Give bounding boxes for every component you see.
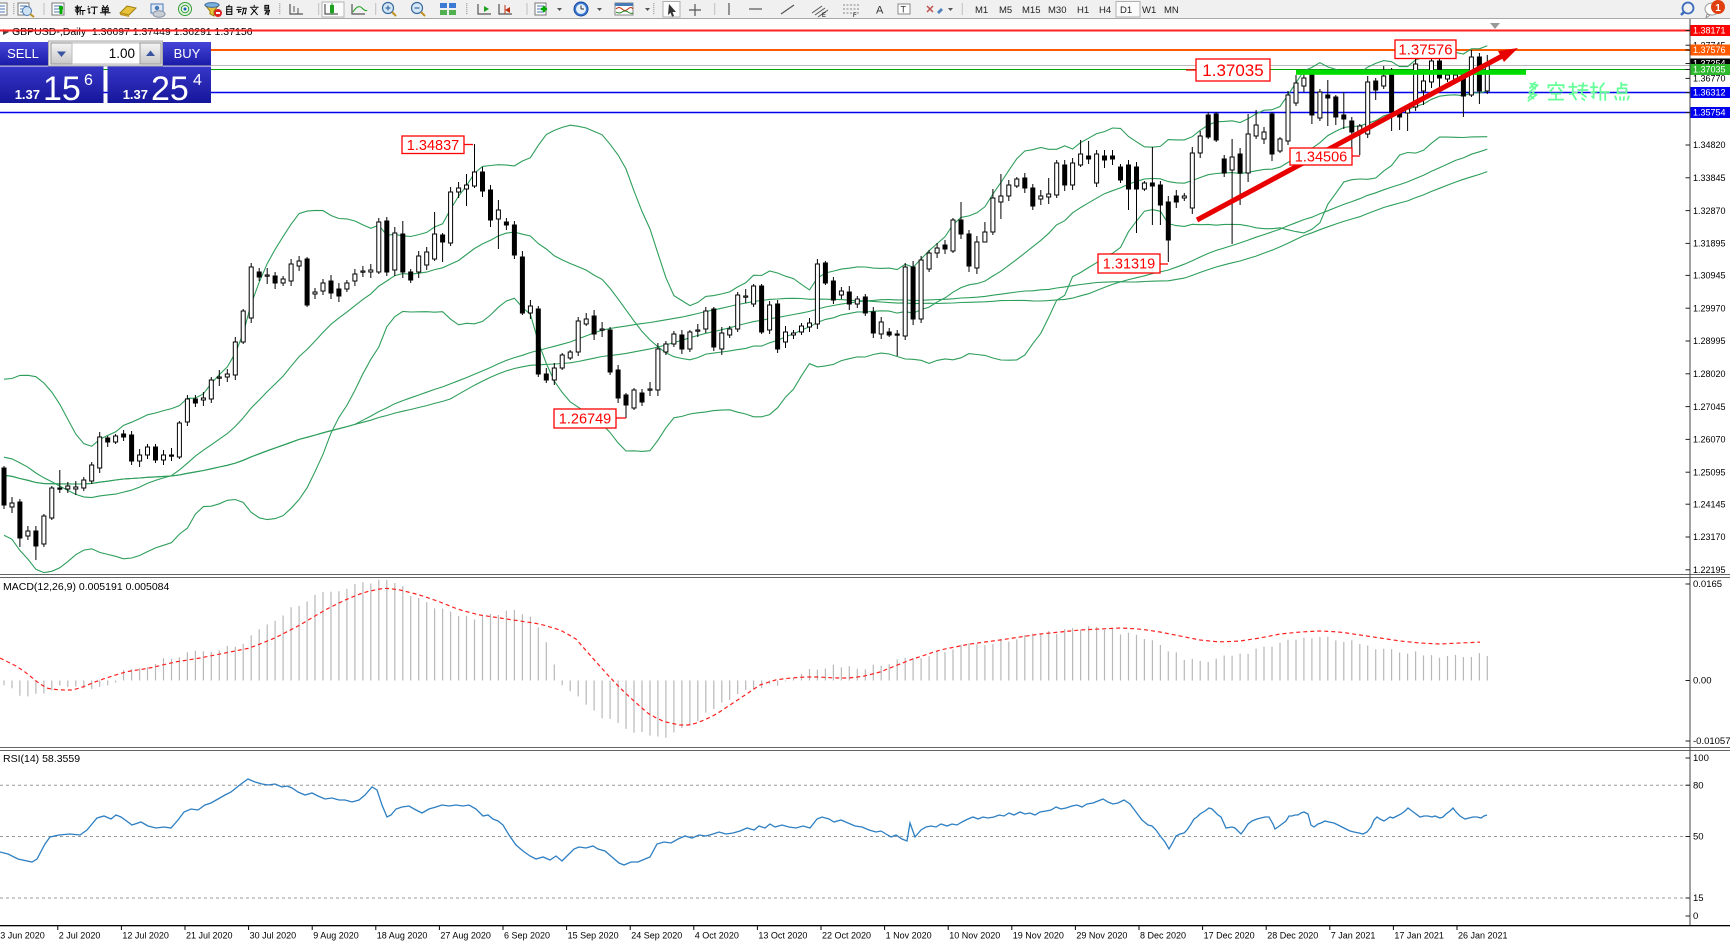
svg-text:100: 100 xyxy=(1693,753,1709,764)
svg-text:1.37035: 1.37035 xyxy=(1202,61,1263,80)
svg-text:7 Jan 2021: 7 Jan 2021 xyxy=(1331,931,1376,941)
svg-text:D1: D1 xyxy=(1120,5,1132,16)
svg-text:15: 15 xyxy=(1693,893,1704,904)
svg-text:A: A xyxy=(876,5,884,17)
svg-text:2 Jul 2020: 2 Jul 2020 xyxy=(59,931,101,941)
svg-text:4: 4 xyxy=(193,72,202,89)
svg-text:1: 1 xyxy=(1715,3,1721,14)
svg-text:RSI(14) 58.3559: RSI(14) 58.3559 xyxy=(3,753,80,765)
svg-text:22 Oct 2020: 22 Oct 2020 xyxy=(822,931,871,941)
svg-text:6 Sep 2020: 6 Sep 2020 xyxy=(504,931,550,941)
svg-text:1.32870: 1.32870 xyxy=(1693,206,1726,216)
svg-text:25: 25 xyxy=(151,70,189,108)
svg-text:1.00: 1.00 xyxy=(109,46,135,61)
svg-text:H4: H4 xyxy=(1099,5,1111,16)
svg-text:1.31895: 1.31895 xyxy=(1693,239,1726,249)
svg-text:0.00: 0.00 xyxy=(1693,676,1712,687)
svg-text:50: 50 xyxy=(1693,832,1704,843)
svg-text:23 Jun 2020: 23 Jun 2020 xyxy=(0,931,45,941)
svg-text:M30: M30 xyxy=(1048,5,1066,16)
svg-text:M1: M1 xyxy=(975,5,988,16)
svg-text:1.23170: 1.23170 xyxy=(1693,532,1726,542)
svg-text:26 Jan 2021: 26 Jan 2021 xyxy=(1458,931,1508,941)
svg-text:17 Jan 2021: 17 Jan 2021 xyxy=(1394,931,1444,941)
svg-text:M5: M5 xyxy=(999,5,1012,16)
svg-text:1.38171: 1.38171 xyxy=(1693,26,1726,36)
svg-text:1.36312: 1.36312 xyxy=(1693,88,1726,98)
svg-text:8 Dec 2020: 8 Dec 2020 xyxy=(1140,931,1186,941)
svg-text:M15: M15 xyxy=(1022,5,1040,16)
svg-text:80: 80 xyxy=(1693,780,1704,791)
svg-text:1.34837: 1.34837 xyxy=(407,138,459,154)
svg-text:1.24145: 1.24145 xyxy=(1693,499,1726,509)
svg-text:1.31319: 1.31319 xyxy=(1103,257,1155,273)
svg-text:BUY: BUY xyxy=(174,46,201,61)
svg-text:E: E xyxy=(822,13,826,19)
svg-text:17 Dec 2020: 17 Dec 2020 xyxy=(1204,931,1255,941)
svg-text:6: 6 xyxy=(84,72,93,89)
svg-text:0: 0 xyxy=(1693,911,1698,922)
svg-text:24 Sep 2020: 24 Sep 2020 xyxy=(631,931,682,941)
svg-text:13 Oct 2020: 13 Oct 2020 xyxy=(758,931,807,941)
svg-text:1.27045: 1.27045 xyxy=(1693,402,1726,412)
svg-text:1.26070: 1.26070 xyxy=(1693,435,1726,445)
svg-text:H1: H1 xyxy=(1077,5,1089,16)
svg-text:T: T xyxy=(901,5,907,15)
svg-text:1.28020: 1.28020 xyxy=(1693,369,1726,379)
svg-text:12 Jul 2020: 12 Jul 2020 xyxy=(122,931,169,941)
svg-text:29 Nov 2020: 29 Nov 2020 xyxy=(1076,931,1127,941)
svg-text:1.37035: 1.37035 xyxy=(1693,65,1726,75)
svg-text:10 Nov 2020: 10 Nov 2020 xyxy=(949,931,1000,941)
svg-text:1 Nov 2020: 1 Nov 2020 xyxy=(886,931,932,941)
svg-text:MACD(12,26,9) 0.005191 0.00508: MACD(12,26,9) 0.005191 0.005084 xyxy=(3,581,170,593)
svg-text:1.26749: 1.26749 xyxy=(559,412,611,428)
svg-text:1.34820: 1.34820 xyxy=(1693,140,1726,150)
svg-text:1.33845: 1.33845 xyxy=(1693,173,1726,183)
svg-text:SELL: SELL xyxy=(7,46,39,61)
svg-text:9 Aug 2020: 9 Aug 2020 xyxy=(313,931,359,941)
svg-text:15 Sep 2020: 15 Sep 2020 xyxy=(568,931,619,941)
svg-text:28 Dec 2020: 28 Dec 2020 xyxy=(1267,931,1318,941)
svg-text:1.28995: 1.28995 xyxy=(1693,336,1726,346)
svg-text:18 Aug 2020: 18 Aug 2020 xyxy=(377,931,428,941)
svg-text:0.0165: 0.0165 xyxy=(1693,579,1722,590)
svg-text:1.37: 1.37 xyxy=(123,87,148,102)
svg-text:W1: W1 xyxy=(1142,5,1156,16)
svg-text:GBPUSD-,Daily 1.36697 1.37449: GBPUSD-,Daily 1.36697 1.37449 1.36291 1.… xyxy=(12,26,253,38)
svg-text:1.37576: 1.37576 xyxy=(1398,42,1452,59)
svg-text:1.35754: 1.35754 xyxy=(1693,108,1726,118)
svg-text:19 Nov 2020: 19 Nov 2020 xyxy=(1013,931,1064,941)
svg-text:MN: MN xyxy=(1164,5,1179,16)
svg-text:1.25095: 1.25095 xyxy=(1693,467,1726,477)
svg-text:1.37: 1.37 xyxy=(15,87,40,102)
svg-text:4 Oct 2020: 4 Oct 2020 xyxy=(695,931,739,941)
svg-text:F: F xyxy=(853,13,857,19)
svg-text:1.34506: 1.34506 xyxy=(1295,150,1347,166)
svg-text:1.37576: 1.37576 xyxy=(1693,45,1726,55)
svg-text:1.22195: 1.22195 xyxy=(1693,565,1726,575)
svg-text:27 Aug 2020: 27 Aug 2020 xyxy=(440,931,491,941)
svg-text:1.30945: 1.30945 xyxy=(1693,271,1726,281)
svg-text:15: 15 xyxy=(43,70,81,108)
svg-text:30 Jul 2020: 30 Jul 2020 xyxy=(250,931,297,941)
svg-text:1.29970: 1.29970 xyxy=(1693,303,1726,313)
svg-text:1.36770: 1.36770 xyxy=(1693,74,1726,84)
svg-text:21 Jul 2020: 21 Jul 2020 xyxy=(186,931,233,941)
